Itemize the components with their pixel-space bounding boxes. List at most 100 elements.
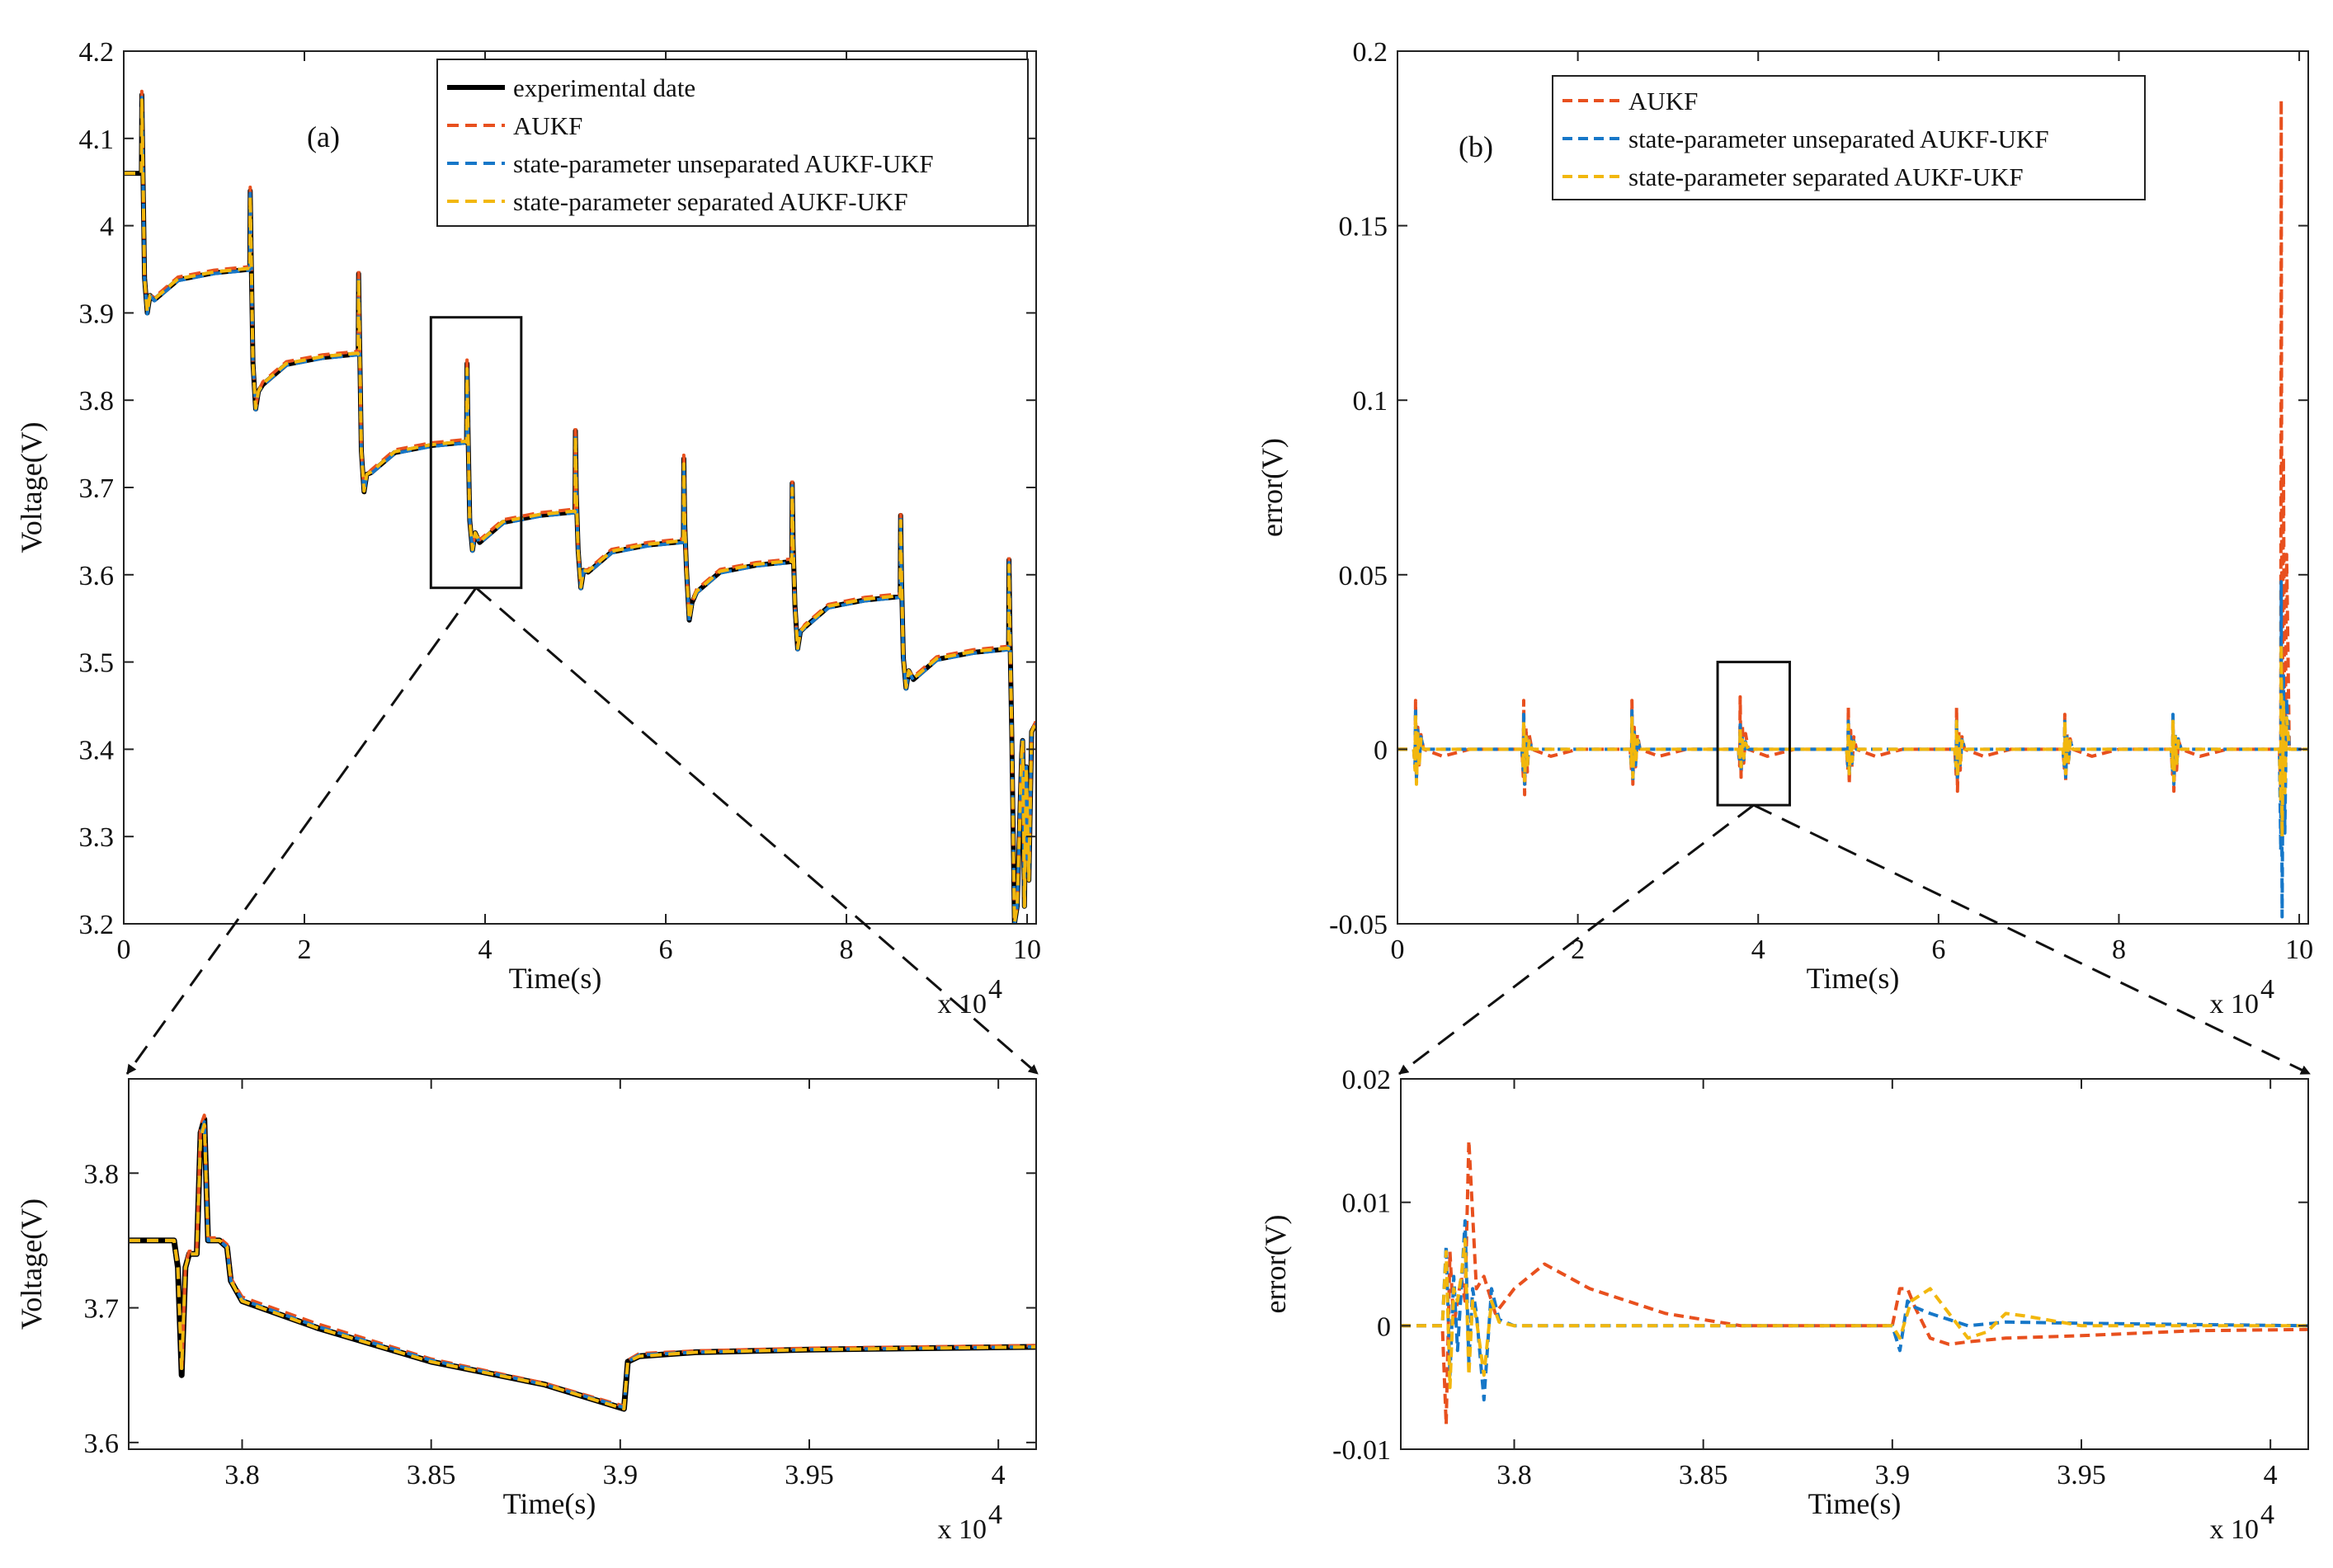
y-tick-label: 4.1 <box>79 125 115 155</box>
x-tick-label: 3.8 <box>224 1460 260 1490</box>
x-tick-label: 4 <box>478 935 493 965</box>
legend-label: AUKF <box>1628 87 1698 115</box>
x-tick-label: 4 <box>992 1460 1006 1490</box>
legend-label: state-parameter unseparated AUKF-UKF <box>1628 125 2049 153</box>
x-tick-label: 0 <box>117 935 131 965</box>
series-line-separated <box>1397 643 2308 839</box>
y-tick-label: 0.1 <box>1353 386 1388 417</box>
x-scale-multiplier: x 10 <box>938 989 987 1019</box>
x-tick-label: 6 <box>659 935 673 965</box>
y-tick-label: 3.8 <box>79 386 115 417</box>
series-line-unseparated <box>129 1120 1036 1410</box>
legend-label: state-parameter unseparated AUKF-UKF <box>513 149 934 178</box>
y-tick-label: -0.05 <box>1329 910 1388 940</box>
y-tick-label: 0.15 <box>1339 212 1388 242</box>
x-scale-exponent: 4 <box>988 1500 1002 1530</box>
zoom-region-box <box>1716 661 1791 807</box>
legend: AUKF state-parameter unseparated AUKF-UKF… <box>1552 75 2146 200</box>
x-scale-multiplier: x 10 <box>2210 989 2260 1019</box>
series-group <box>1397 98 2308 919</box>
y-tick-label: 0.05 <box>1339 561 1388 591</box>
zoom-connector-right <box>1753 803 2311 1076</box>
y-tick-label: 3.2 <box>79 910 115 940</box>
series-line-unseparated <box>1401 1219 2308 1402</box>
x-tick-label: 8 <box>2112 935 2126 965</box>
y-tick-label: 3.6 <box>79 561 115 591</box>
x-tick-label: 8 <box>840 935 854 965</box>
plot-frame <box>1400 1078 2309 1450</box>
y-tick-label: 4 <box>100 212 114 242</box>
y-axis-label: Voltage(V) <box>15 421 48 553</box>
x-tick-label: 3.95 <box>785 1460 834 1490</box>
y-axis-label: error(V) <box>1259 1215 1292 1314</box>
plot-frame <box>1397 50 2309 925</box>
y-tick-label: 3.8 <box>84 1159 120 1189</box>
panel-a-main-plot: 0 2 4 6 8 10 3.2 3.3 3.4 3.5 3.6 3.7 3.8 3.9 4 4.1 4.2 Ti… <box>15 37 1041 1019</box>
y-tick-label: 3.4 <box>79 735 115 765</box>
y-tick-label: 0 <box>1377 1311 1391 1342</box>
panel-b-main-plot: 0 2 4 6 8 10-0.0500.050.10.150.2Time(s)error(… <box>1256 37 2313 1019</box>
x-tick-label: 4 <box>2264 1460 2278 1490</box>
x-tick-label: 4 <box>1751 935 1765 965</box>
zoom-region-box <box>429 316 523 590</box>
series-line-aukf <box>1397 98 2308 821</box>
legend-label: state-parameter separated AUKF-UKF <box>513 187 908 216</box>
x-tick-label: 3.9 <box>1875 1460 1911 1490</box>
y-tick-label: 4.2 <box>79 37 115 68</box>
x-axis-label: Time(s) <box>509 962 602 995</box>
x-scale-exponent: 4 <box>2260 1500 2274 1530</box>
series-line-aukf <box>129 1114 1036 1408</box>
x-axis-label: Time(s) <box>1808 1487 1902 1520</box>
zoom-connector-right <box>475 586 1039 1076</box>
y-tick-label: 3.7 <box>79 473 115 504</box>
y-tick-label: 3.5 <box>79 648 115 679</box>
x-scale-exponent: 4 <box>2260 974 2274 1005</box>
series-line-separated <box>1401 1237 2308 1390</box>
x-tick-label: 0 <box>1391 935 1405 965</box>
y-tick-label: 3.6 <box>84 1429 120 1459</box>
zoom-connectors <box>125 586 2311 1076</box>
y-axis-label: Voltage(V) <box>15 1198 48 1330</box>
legend-label: experimental date <box>513 73 695 102</box>
legend-label: AUKF <box>513 111 582 140</box>
x-scale-multiplier: x 10 <box>938 1514 987 1545</box>
zoom-connector-left <box>1398 803 1755 1076</box>
y-tick-label: 0.01 <box>1342 1189 1392 1219</box>
x-tick-label: 3.85 <box>407 1460 456 1490</box>
series-line-separated <box>129 1123 1036 1410</box>
series-group <box>129 1114 1036 1412</box>
y-tick-label: 0.2 <box>1353 37 1388 68</box>
y-tick-label: 0.02 <box>1342 1065 1392 1095</box>
y-tick-label: 3.7 <box>84 1294 120 1325</box>
legend: experimental date AUKF state-parameter uns… <box>436 59 1029 227</box>
x-scale-multiplier: x 10 <box>2210 1514 2260 1545</box>
legend-box <box>1552 75 2146 200</box>
x-tick-label: 2 <box>298 935 312 965</box>
y-axis-label: error(V) <box>1256 438 1289 537</box>
panel-tag-b: (b) <box>1459 130 1493 163</box>
series-line-experimental <box>129 1116 1036 1412</box>
panel-b-zoom-plot: 3.8 3.85 3.9 3.95 4 -0.01 0 0.01 0.02 Time(s) erro… <box>1259 1065 2309 1545</box>
series-line-aukf <box>1401 1138 2308 1427</box>
series-group <box>1401 1138 2308 1427</box>
x-tick-label: 3.9 <box>603 1460 639 1490</box>
y-tick-label: -0.01 <box>1332 1435 1391 1466</box>
x-tick-label: 3.8 <box>1496 1460 1532 1490</box>
zoom-connector-left <box>125 586 478 1075</box>
x-tick-label: 6 <box>1931 935 1945 965</box>
x-scale-exponent: 4 <box>988 974 1002 1005</box>
panel-a-zoom-plot: 3.8 3.85 3.9 3.95 4 3.6 3.7 3.8 Time(s) Voltage(V… <box>15 1078 1037 1545</box>
x-tick-label: 3.85 <box>1679 1460 1728 1490</box>
plot-frame <box>128 1078 1037 1450</box>
y-tick-label: 0 <box>1374 735 1388 765</box>
y-tick-label: 3.9 <box>79 299 115 329</box>
series-group <box>124 89 1036 924</box>
x-tick-label: 10 <box>2285 935 2313 965</box>
x-axis-label: Time(s) <box>1807 962 1900 995</box>
legend-box <box>436 59 1029 227</box>
legend-label: state-parameter separated AUKF-UKF <box>1628 162 2024 191</box>
y-tick-label: 3.3 <box>79 822 115 853</box>
x-tick-label: 3.95 <box>2057 1460 2106 1490</box>
x-axis-label: Time(s) <box>503 1487 596 1520</box>
series-line-separated <box>124 98 1036 924</box>
